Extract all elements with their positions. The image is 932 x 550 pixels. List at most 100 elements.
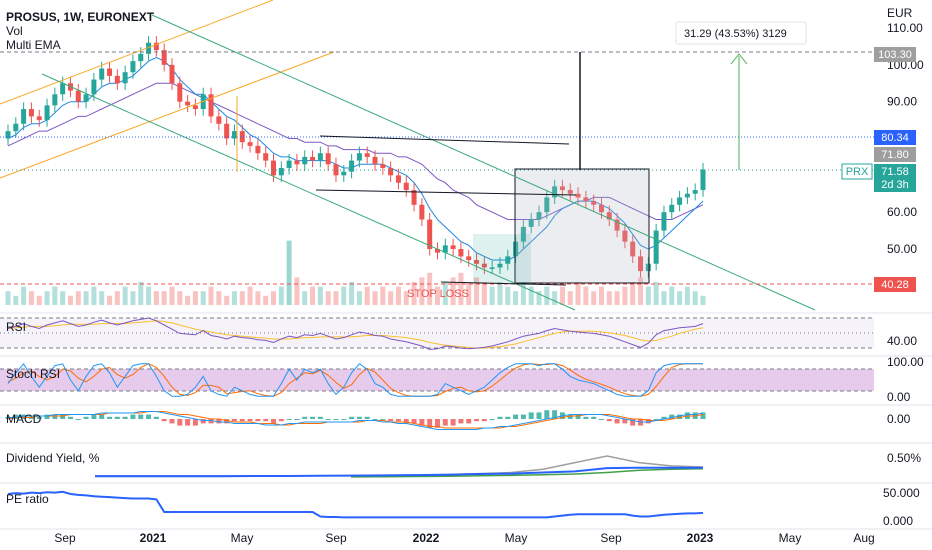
candle-body bbox=[185, 101, 191, 106]
volume-bar bbox=[677, 291, 683, 305]
volume-bar bbox=[388, 291, 394, 305]
candle-body bbox=[349, 160, 355, 172]
volume-bar bbox=[497, 282, 503, 305]
macd-axis-tick: 0.00 bbox=[887, 412, 911, 426]
candle-body bbox=[591, 201, 597, 205]
candle-body bbox=[317, 153, 323, 161]
volume-bar bbox=[36, 295, 42, 305]
volume-bar bbox=[83, 291, 89, 305]
svg-text:71.80: 71.80 bbox=[881, 149, 909, 161]
volume-bar bbox=[450, 277, 456, 305]
macd-pane[interactable] bbox=[5, 410, 706, 430]
volume-indicator-label[interactable]: Vol bbox=[6, 24, 23, 38]
price-axis-tick: 90.00 bbox=[887, 95, 917, 109]
volume-bar bbox=[44, 291, 50, 305]
macd-histogram-bar bbox=[208, 419, 214, 424]
candle-body bbox=[153, 42, 159, 51]
macd-histogram-bar bbox=[520, 414, 526, 419]
macd-histogram-bar bbox=[544, 410, 550, 419]
downtrend-channel-upper bbox=[151, 14, 816, 311]
volume-bar bbox=[622, 286, 628, 305]
lower-channel-line bbox=[0, 51, 335, 179]
candle-body bbox=[52, 94, 58, 106]
volume-bar bbox=[403, 291, 409, 305]
macd-histogram-bar bbox=[466, 419, 472, 424]
macd-histogram-bar bbox=[294, 419, 300, 420]
volume-bar bbox=[224, 295, 230, 305]
macd-signal-line bbox=[7, 411, 704, 429]
stoch-rsi-pane-label[interactable]: Stoch RSI bbox=[6, 367, 60, 381]
macd-histogram-bar bbox=[36, 416, 42, 419]
volume-bar bbox=[200, 291, 206, 305]
price-pane[interactable] bbox=[0, 36, 932, 530]
volume-bar bbox=[442, 282, 448, 305]
volume-bar bbox=[559, 286, 565, 305]
candle-body bbox=[450, 245, 456, 249]
macd-histogram-bar bbox=[614, 419, 620, 424]
candle-body bbox=[614, 219, 620, 231]
macd-histogram-bar bbox=[325, 419, 331, 420]
neckline-upper bbox=[319, 135, 570, 145]
svg-text:40.28: 40.28 bbox=[881, 279, 909, 291]
volume-bar bbox=[192, 291, 198, 305]
macd-histogram-bar bbox=[661, 416, 667, 419]
volume-bar bbox=[630, 282, 636, 305]
volume-bar bbox=[146, 286, 152, 305]
candle-body bbox=[5, 131, 11, 139]
volume-bar bbox=[247, 286, 253, 305]
rsi-pane[interactable] bbox=[0, 317, 874, 351]
volume-bar bbox=[692, 291, 698, 305]
volume-bar bbox=[684, 286, 690, 305]
rsi-pane-label[interactable]: RSI bbox=[6, 320, 26, 334]
macd-histogram-bar bbox=[528, 412, 534, 419]
base-line bbox=[440, 281, 567, 286]
dividend-yield-pane-label[interactable]: Dividend Yield, % bbox=[6, 451, 100, 465]
time-axis-tick: 2022 bbox=[413, 531, 440, 545]
pe-ratio-pane-label[interactable]: PE ratio bbox=[6, 492, 49, 506]
volume-bar bbox=[185, 295, 191, 305]
price-axis-tick: 60.00 bbox=[887, 205, 917, 219]
time-axis-tick: May bbox=[505, 531, 528, 545]
macd-histogram-bar bbox=[434, 419, 440, 428]
macd-histogram-bar bbox=[372, 419, 378, 420]
candle-body bbox=[536, 212, 542, 220]
candle-body bbox=[513, 241, 519, 257]
macd-histogram-bar bbox=[419, 419, 425, 426]
macd-histogram-bar bbox=[107, 416, 113, 419]
candle-body bbox=[583, 197, 589, 202]
candle-body bbox=[700, 169, 706, 191]
candle-body bbox=[388, 167, 394, 176]
macd-histogram-bar bbox=[177, 419, 183, 426]
volume-bar bbox=[591, 291, 597, 305]
macd-histogram-bar bbox=[567, 414, 573, 419]
drawings-overlay[interactable] bbox=[0, 0, 874, 311]
dividend-yield-pane[interactable] bbox=[95, 455, 704, 478]
volume-bar bbox=[364, 286, 370, 305]
volume-bar bbox=[52, 286, 58, 305]
macd-histogram-bar bbox=[575, 414, 581, 419]
candle-body bbox=[21, 109, 27, 124]
stop-loss-label: STOP LOSS bbox=[407, 288, 469, 300]
macd-pane-label[interactable]: MACD bbox=[6, 412, 42, 426]
multi-ema-indicator-label[interactable]: Multi EMA bbox=[6, 38, 61, 52]
candle-body bbox=[481, 263, 487, 268]
volume-bar bbox=[606, 291, 612, 305]
macd-histogram-bar bbox=[622, 419, 628, 424]
candle-body bbox=[138, 53, 144, 62]
candle-body bbox=[497, 263, 503, 268]
macd-histogram-bar bbox=[583, 416, 589, 419]
time-axis[interactable]: Sep 2021 May Sep 2022 May Sep 2023 May Aug bbox=[54, 531, 874, 545]
macd-histogram-bar bbox=[380, 419, 386, 420]
volume-bar bbox=[75, 291, 81, 305]
volume-bar bbox=[474, 277, 480, 305]
stoch-rsi-pane[interactable] bbox=[0, 362, 874, 397]
volume-bar bbox=[28, 291, 34, 305]
candle-body bbox=[552, 186, 558, 198]
candle-body bbox=[458, 249, 464, 257]
time-axis-tick: May bbox=[231, 531, 254, 545]
pe-ratio-pane[interactable] bbox=[7, 490, 704, 519]
symbol-badge[interactable]: PRX bbox=[841, 163, 873, 180]
macd-histogram-bar bbox=[333, 419, 339, 420]
macd-histogram-bar bbox=[83, 416, 89, 419]
